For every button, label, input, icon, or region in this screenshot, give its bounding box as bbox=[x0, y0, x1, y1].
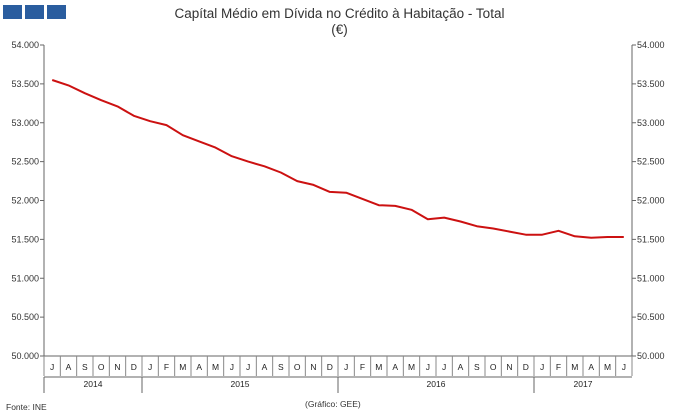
month-label: S bbox=[474, 362, 480, 372]
month-label: J bbox=[148, 362, 152, 372]
month-label: O bbox=[98, 362, 105, 372]
month-label: A bbox=[458, 362, 464, 372]
month-label: M bbox=[212, 362, 219, 372]
month-label: J bbox=[230, 362, 234, 372]
month-label: F bbox=[164, 362, 169, 372]
month-label: J bbox=[622, 362, 626, 372]
month-label: J bbox=[442, 362, 446, 372]
month-label: A bbox=[196, 362, 202, 372]
logo-block bbox=[3, 5, 22, 19]
series-line bbox=[51, 79, 624, 239]
y-tick-label-left: 53.500 bbox=[11, 79, 39, 89]
chart-title-block: Capítal Médio em Dívida no Crédito à Hab… bbox=[0, 6, 679, 38]
year-label: 2017 bbox=[574, 379, 593, 389]
y-tick-label-right: 51.500 bbox=[637, 234, 665, 244]
y-tick-label-left: 54.000 bbox=[11, 40, 39, 50]
year-label: 2014 bbox=[84, 379, 103, 389]
month-label: A bbox=[588, 362, 594, 372]
month-label: S bbox=[278, 362, 284, 372]
y-tick-label-right: 54.000 bbox=[637, 40, 665, 50]
month-label: D bbox=[327, 362, 333, 372]
y-tick-label-left: 50.500 bbox=[11, 312, 39, 322]
chart-credit: (Gráfico: GEE) bbox=[305, 399, 361, 409]
year-label: 2016 bbox=[427, 379, 446, 389]
month-label: F bbox=[360, 362, 365, 372]
y-tick-label-right: 50.500 bbox=[637, 312, 665, 322]
y-tick-label-left: 51.500 bbox=[11, 234, 39, 244]
month-label: F bbox=[556, 362, 561, 372]
logo-block bbox=[47, 5, 66, 19]
month-label: M bbox=[571, 362, 578, 372]
year-label: 2015 bbox=[231, 379, 250, 389]
y-tick-label-right: 50.000 bbox=[637, 351, 665, 361]
gee-logo bbox=[3, 5, 66, 19]
month-label: J bbox=[426, 362, 430, 372]
month-label: J bbox=[246, 362, 250, 372]
month-label: A bbox=[262, 362, 268, 372]
month-label: D bbox=[523, 362, 529, 372]
month-label: M bbox=[408, 362, 415, 372]
month-label: M bbox=[375, 362, 382, 372]
month-label: A bbox=[66, 362, 72, 372]
logo-block bbox=[25, 5, 44, 19]
month-label: M bbox=[179, 362, 186, 372]
month-label: N bbox=[310, 362, 316, 372]
month-label: O bbox=[294, 362, 301, 372]
month-label: A bbox=[392, 362, 398, 372]
chart-title: Capítal Médio em Dívida no Crédito à Hab… bbox=[174, 6, 505, 21]
month-label: N bbox=[506, 362, 512, 372]
y-tick-label-right: 51.000 bbox=[637, 273, 665, 283]
source-note: Fonte: INE bbox=[6, 402, 47, 412]
y-tick-label-right: 52.500 bbox=[637, 157, 665, 167]
y-tick-label-left: 52.000 bbox=[11, 196, 39, 206]
month-label: J bbox=[540, 362, 544, 372]
month-label: D bbox=[131, 362, 137, 372]
month-label: O bbox=[490, 362, 497, 372]
y-tick-label-left: 50.000 bbox=[11, 351, 39, 361]
y-tick-label-right: 52.000 bbox=[637, 196, 665, 206]
month-label: S bbox=[82, 362, 88, 372]
month-label: N bbox=[114, 362, 120, 372]
y-tick-label-left: 52.500 bbox=[11, 157, 39, 167]
y-tick-label-left: 51.000 bbox=[11, 273, 39, 283]
y-tick-label-right: 53.500 bbox=[637, 79, 665, 89]
month-label: J bbox=[50, 362, 54, 372]
chart-subtitle: (€) bbox=[331, 22, 348, 37]
month-label: M bbox=[604, 362, 611, 372]
y-tick-label-left: 53.000 bbox=[11, 118, 39, 128]
y-tick-label-right: 53.000 bbox=[637, 118, 665, 128]
month-label: J bbox=[344, 362, 348, 372]
